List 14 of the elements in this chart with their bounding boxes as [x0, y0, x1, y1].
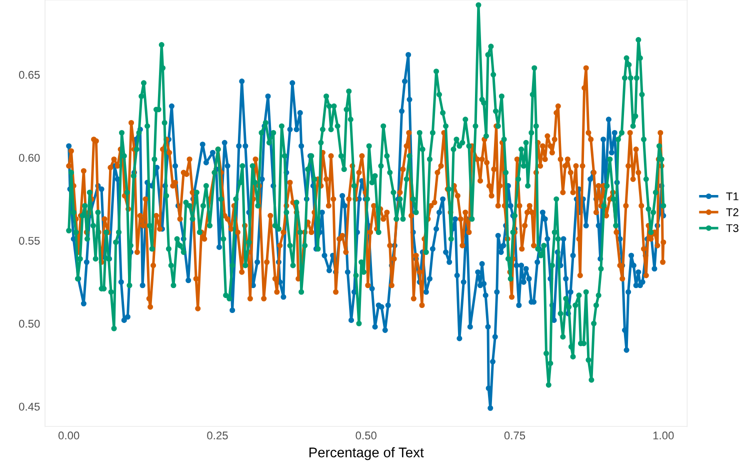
x-tick-label: 0.50: [356, 432, 376, 440]
legend-label: T1: [726, 192, 738, 200]
legend-label: T2: [726, 208, 738, 216]
x-tick-label: 0.00: [58, 432, 80, 440]
x-tick-label: 0.25: [207, 432, 228, 440]
y-tick-label: 0.65: [19, 70, 40, 79]
x-axis-title: Percentage of Text: [309, 447, 424, 460]
legend-label: T3: [726, 224, 738, 232]
y-tick-label: 0.50: [19, 320, 40, 328]
x-tick-label: 0.75: [504, 432, 526, 440]
y-tick-label: 0.60: [19, 154, 40, 162]
y-tick-label: 0.55: [19, 236, 40, 245]
x-tick-label: 1.00: [653, 432, 674, 440]
y-tick-label: 0.45: [19, 402, 40, 411]
